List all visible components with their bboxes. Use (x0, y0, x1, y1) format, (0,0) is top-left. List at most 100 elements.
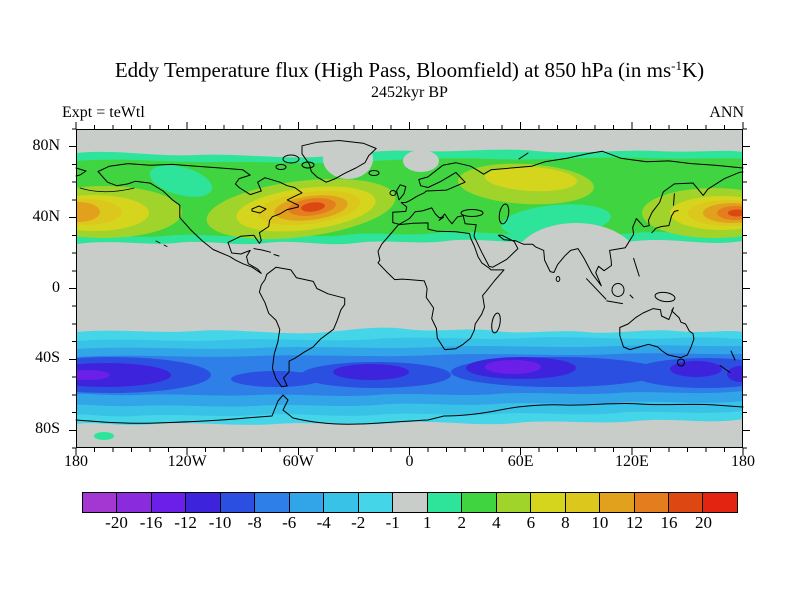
coast-new-zealand-north (730, 350, 736, 361)
colorbar-segment (117, 493, 152, 512)
experiment-label: Expt = teWtl (62, 104, 145, 121)
colorbar-tick-label: 2 (457, 513, 467, 532)
colorbar-segment (703, 493, 737, 512)
coast-sri-lanka (555, 276, 561, 282)
colorbar-tick-label: 8 (561, 513, 570, 532)
y-tick-label: 40N (32, 207, 60, 225)
gray-greenland (323, 139, 373, 179)
coast-java (606, 300, 623, 305)
contour-field (76, 129, 743, 448)
colorbar-segment (324, 493, 359, 512)
coast-iceland (368, 170, 380, 176)
x-tick-label: 60W (282, 453, 314, 470)
coast-sumatra (586, 278, 607, 300)
colorbar-segment (289, 493, 325, 512)
plot-subtitle: 2452kyr BP (371, 84, 448, 101)
colorbar-tick-label: -1 (385, 513, 400, 532)
coast-tasmania (677, 358, 685, 367)
plot-title: Eddy Temperature flux (High Pass, Bloomf… (76, 58, 743, 83)
gray-tibet-india (514, 223, 638, 299)
coast-new-guinea (654, 291, 676, 303)
colorbar-segment (358, 493, 394, 512)
axis-ticks (69, 122, 750, 455)
colorbar-tick-label: 16 (660, 513, 678, 532)
colorbar-segment (634, 493, 669, 512)
coast-new-zealand-south (719, 365, 731, 373)
title-suffix: K) (681, 58, 705, 82)
colorbar (82, 492, 738, 513)
coast-arctic-island-1 (282, 154, 300, 164)
colorbar-tick-label: -20 (105, 513, 128, 532)
coast-eurasia-south (392, 171, 744, 287)
coast-aleutians (79, 187, 135, 193)
y-tick-label: 40S (35, 349, 60, 367)
coast-arctic-island-2 (301, 161, 315, 169)
colorbar-tick-label: 20 (694, 513, 712, 532)
coast-philippines (633, 257, 640, 277)
map-frame (76, 129, 743, 448)
x-tick-label: 120E (614, 453, 649, 470)
gray-norwegian-sea (403, 150, 439, 172)
teal-patch-nw-america (149, 165, 213, 197)
coast-novaya-zemlya (518, 152, 529, 160)
colorbar-tick-label: -16 (139, 513, 163, 532)
coast-cuba (253, 248, 271, 253)
coast-australia (619, 307, 695, 359)
title-superscript: -1 (671, 58, 682, 73)
coast-madagascar (491, 312, 501, 334)
coastlines (75, 140, 744, 425)
coast-sulawesi (629, 294, 634, 299)
x-tick-label: 0 (405, 453, 414, 470)
coast-black-sea (460, 209, 484, 217)
colorbar-tick-label: 12 (625, 513, 643, 532)
coast-great-lakes (251, 205, 267, 214)
coast-africa (377, 222, 505, 351)
colorbar-segment (220, 493, 256, 512)
coast-eurasia-arctic (392, 150, 744, 213)
colorbar-segment (462, 493, 497, 512)
season-label: ANN (709, 104, 744, 121)
colorbar-tick-label: 6 (526, 513, 536, 532)
colorbar-tick-label: -4 (316, 513, 331, 532)
colorbar-segment (255, 493, 290, 512)
y-tick-label: 0 (52, 278, 60, 296)
coast-antarctica (75, 394, 744, 425)
title-text: Eddy Temperature flux (High Pass, Bloomf… (114, 58, 672, 82)
colorbar-segment (600, 493, 635, 512)
colorbar-tick-label: -8 (247, 513, 262, 532)
coast-south-america (258, 266, 346, 388)
coast-north-america (97, 163, 303, 274)
coast-britain (396, 184, 407, 201)
colorbar-tick-label: 4 (492, 513, 501, 532)
x-tick-label: 180 (731, 453, 755, 470)
antarctic-green-spot (94, 432, 114, 440)
colorbar-segment (393, 493, 428, 512)
colorbar-segment (531, 493, 566, 512)
coast-hispaniola (273, 254, 280, 257)
x-tick-label: 60E (507, 453, 534, 470)
coast-japan (651, 210, 679, 234)
coast-chukotka (75, 167, 87, 177)
colorbar-segment (565, 493, 601, 512)
colorbar-tick-label: -10 (208, 513, 232, 532)
colorbar-segment (496, 493, 532, 512)
y-tick-label: 80S (35, 420, 60, 438)
coast-sakhalin (673, 193, 675, 206)
y-tick-label: 80N (32, 136, 60, 154)
colorbar-labels: -20 -16 -12 -10 -8 -6 -4 -2 -1 1 2 4 6 8 10 12 16 20 (82, 513, 738, 533)
colorbar-tick-label: -6 (282, 513, 297, 532)
coast-caspian-sea (498, 203, 510, 225)
colorbar-segment (151, 493, 187, 512)
coast-ireland (389, 190, 397, 196)
coast-arctic-island-3 (275, 164, 287, 170)
coast-borneo (611, 283, 625, 297)
x-tick-label: 180 (64, 453, 88, 470)
colorbar-segment (427, 493, 463, 512)
colorbar-tick-label: 1 (423, 513, 432, 532)
coast-hawaii (155, 240, 168, 247)
colorbar-segment (668, 493, 704, 512)
colorbar-segment (83, 493, 118, 512)
colorbar-tick-label: 10 (591, 513, 609, 532)
